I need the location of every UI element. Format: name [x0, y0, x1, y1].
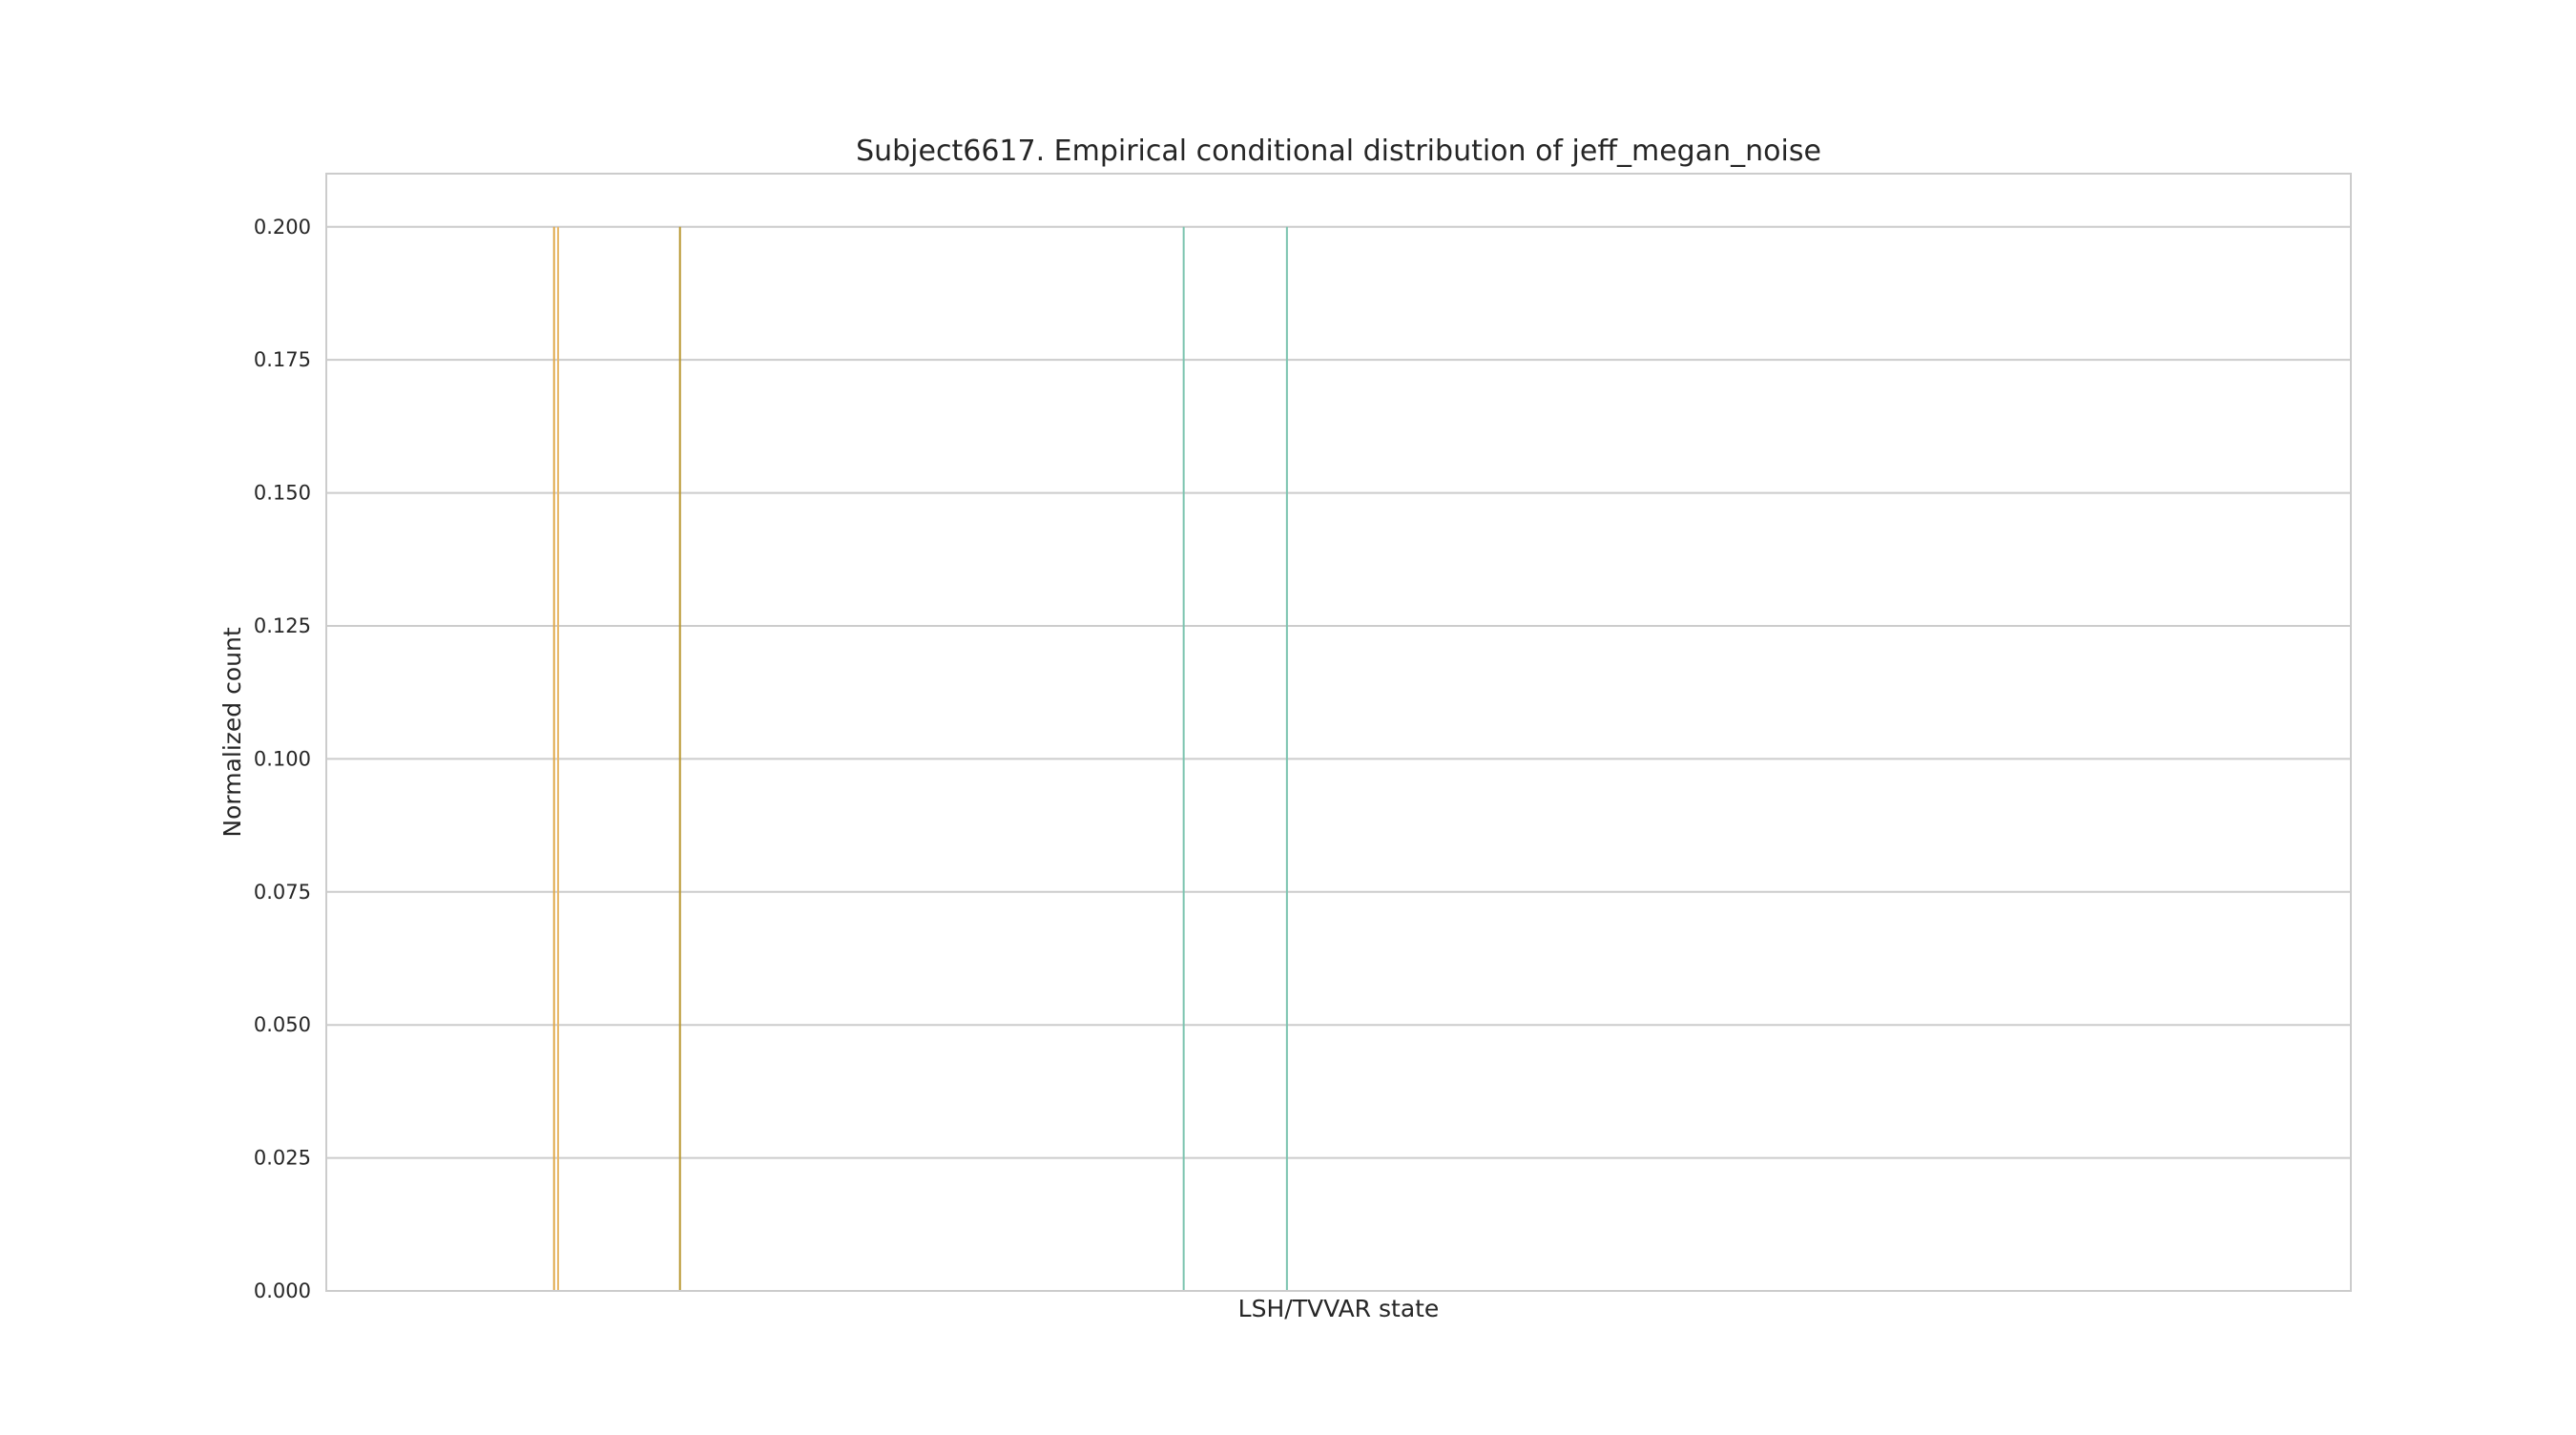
y-tick-label: 0.175 [254, 348, 311, 371]
y-tick-label: 0.000 [254, 1279, 311, 1302]
grid-layer [326, 225, 2351, 1292]
y-tick-label: 0.050 [254, 1013, 311, 1036]
plot-frame [325, 173, 2352, 1292]
bar-3 [678, 226, 681, 1291]
bar-4 [1182, 226, 1185, 1291]
bar-1 [552, 226, 555, 1291]
y-tick-label: 0.125 [254, 614, 311, 637]
y-tick-label: 0.075 [254, 881, 311, 904]
y-tick-label: 0.150 [254, 482, 311, 505]
bar-5 [1285, 226, 1288, 1291]
bar-2 [556, 226, 559, 1291]
y-tick-label: 0.200 [254, 216, 311, 239]
y-tick-label: 0.100 [254, 747, 311, 770]
y-tick-label: 0.025 [254, 1147, 311, 1170]
bars-layer [552, 226, 1288, 1291]
x-axis-label: LSH/TVVAR state [1238, 1295, 1440, 1322]
y-axis-label: Normalized count [218, 627, 246, 837]
y-tick-labels: 0.000 0.025 0.050 0.075 0.100 0.125 0.150 0.175… [254, 216, 311, 1302]
chart-title: Subject6617. Empirical conditional distr… [856, 135, 1821, 168]
